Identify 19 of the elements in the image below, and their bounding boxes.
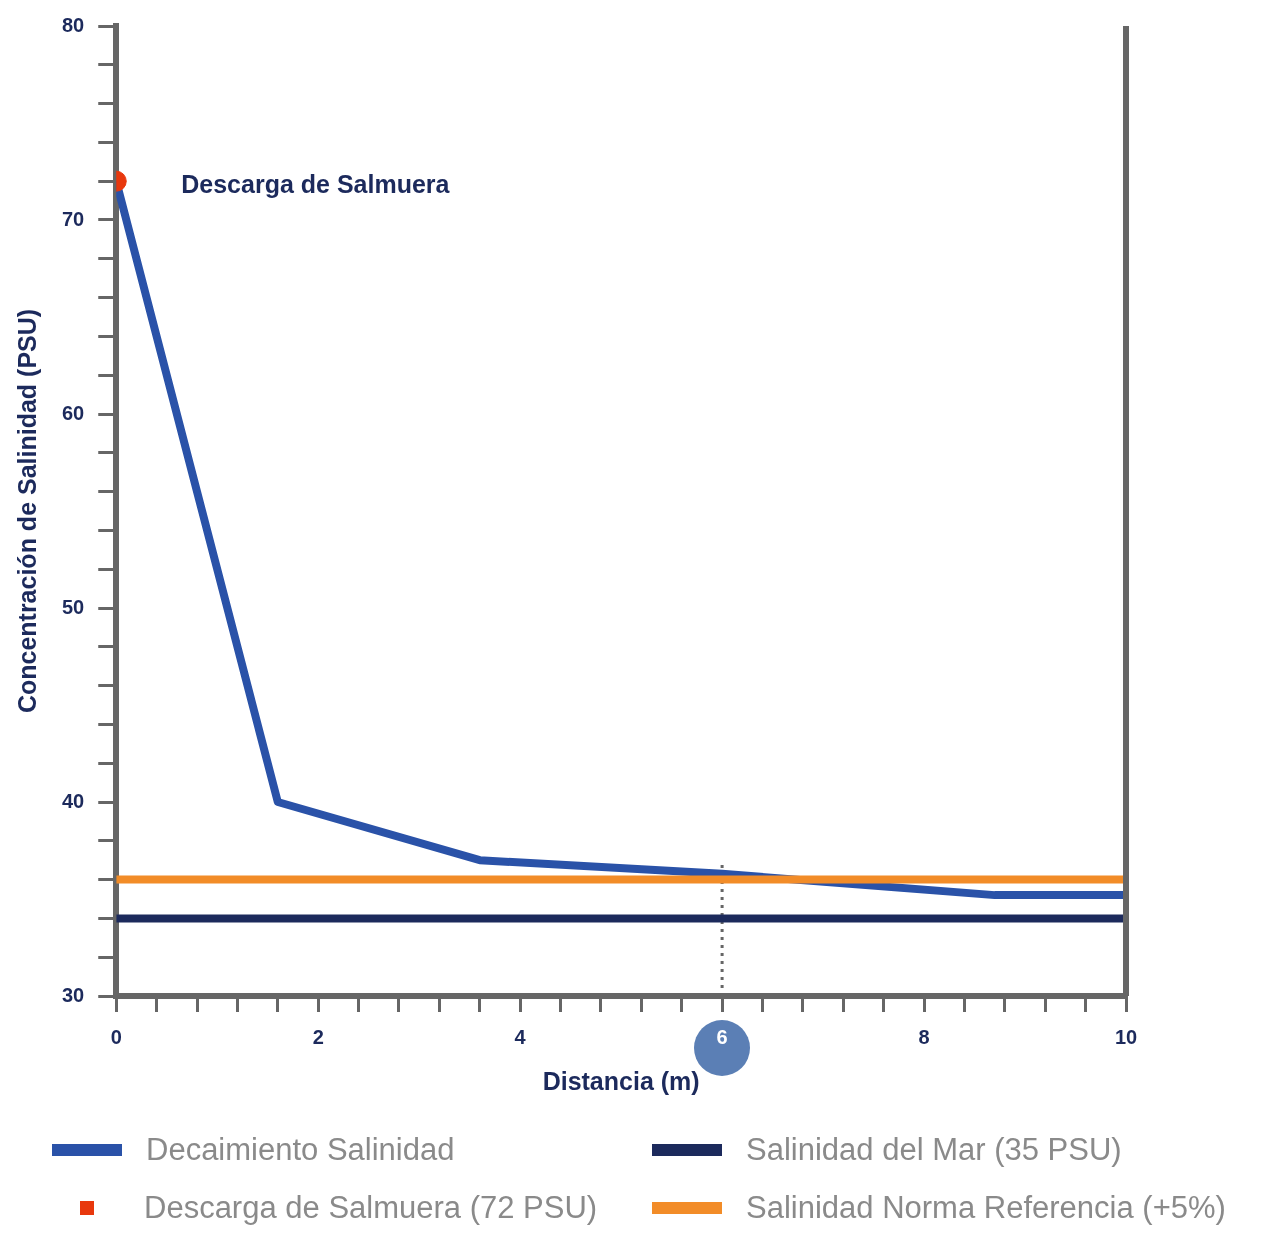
y-tick-label: 50	[62, 595, 85, 618]
x-tick-label: 2	[312, 1025, 324, 1048]
y-axis-title: Concentración de Salinidad (PSU)	[12, 308, 41, 714]
y-tick-label: 30	[62, 983, 85, 1006]
y-tick-label: 80	[62, 13, 85, 36]
legend-label: Salinidad del Mar (35 PSU)	[746, 1132, 1122, 1168]
y-tick-label: 40	[62, 789, 85, 812]
legend-label: Salinidad Norma Referencia (+5%)	[746, 1190, 1226, 1226]
x-tick-label: 0	[110, 1025, 122, 1048]
y-tick-label: 70	[62, 207, 85, 230]
x-tick-label: 6	[716, 1025, 728, 1048]
x-axis-title: Distancia (m)	[542, 1066, 700, 1095]
legend-label: Descarga de Salmuera (72 PSU)	[144, 1190, 598, 1226]
x-tick-label: 8	[918, 1025, 930, 1048]
legend-label: Decaimiento Salinidad	[146, 1132, 455, 1168]
annotation: Descarga de Salmuera	[181, 170, 451, 199]
y-tick-label: 60	[62, 401, 85, 424]
x-tick-label: 10	[1114, 1025, 1138, 1048]
x-tick-label: 4	[514, 1025, 527, 1048]
